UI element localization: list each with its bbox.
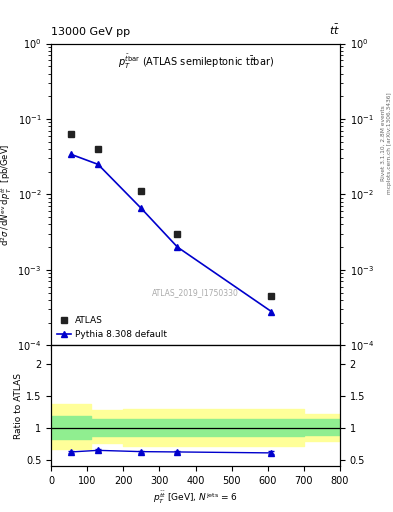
X-axis label: $p^{\bar{t}\bar{t}}_T$ [GeV], $N^\mathrm{jets}$ = 6: $p^{\bar{t}\bar{t}}_T$ [GeV], $N^\mathrm… <box>153 490 238 506</box>
Line: ATLAS: ATLAS <box>68 131 274 299</box>
Pythia 8.308 default <box>269 308 274 314</box>
ATLAS <box>69 131 73 137</box>
Pythia 8.308 default <box>139 205 144 211</box>
Text: $p_T^{\bar{t}\mathrm{bar}}$ (ATLAS semileptonic t$\bar{t}$bar): $p_T^{\bar{t}\mathrm{bar}}$ (ATLAS semil… <box>118 53 274 71</box>
Pythia 8.308 default <box>175 244 180 250</box>
ATLAS <box>175 231 180 237</box>
Text: Rivet 3.1.10, 2.8M events: Rivet 3.1.10, 2.8M events <box>381 105 386 181</box>
Text: ATLAS_2019_I1750330: ATLAS_2019_I1750330 <box>152 288 239 297</box>
Y-axis label: Ratio to ATLAS: Ratio to ATLAS <box>14 373 23 439</box>
Text: mcplots.cern.ch [arXiv:1306.3436]: mcplots.cern.ch [arXiv:1306.3436] <box>387 93 392 194</box>
Legend: ATLAS, Pythia 8.308 default: ATLAS, Pythia 8.308 default <box>55 314 168 340</box>
ATLAS <box>139 188 144 195</box>
Line: Pythia 8.308 default: Pythia 8.308 default <box>68 151 274 315</box>
ATLAS <box>269 293 274 299</box>
Text: 13000 GeV pp: 13000 GeV pp <box>51 27 130 37</box>
Text: $t\bar{t}$: $t\bar{t}$ <box>329 23 340 37</box>
Pythia 8.308 default <box>95 161 100 167</box>
Pythia 8.308 default <box>69 151 73 157</box>
Y-axis label: $\mathrm{d}^2\sigma\,/\,\mathrm{d}N^\mathrm{ev}\,\mathrm{d}\,p^{\bar{t}\bar{t}}_: $\mathrm{d}^2\sigma\,/\,\mathrm{d}N^\mat… <box>0 143 15 246</box>
ATLAS <box>95 146 100 152</box>
